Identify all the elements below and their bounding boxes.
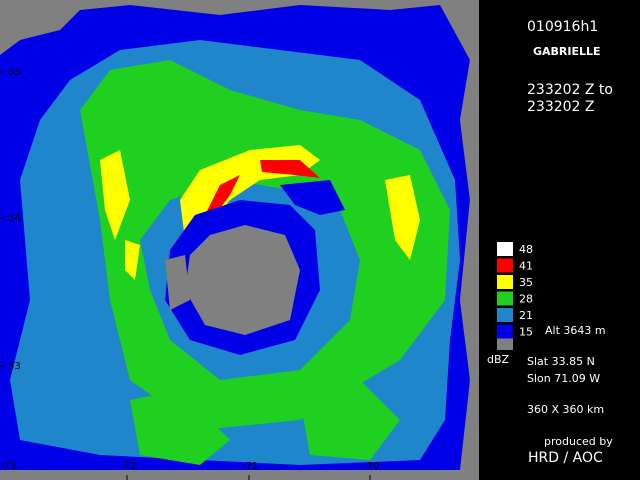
legend-swatch [497, 324, 513, 339]
lat-label: 34 [8, 213, 21, 224]
extent: 360 X 360 km [527, 403, 604, 416]
altitude: Alt 3643 m [545, 324, 606, 337]
time-from: 233202 Z to [527, 82, 613, 98]
flight-code: 010916h1 [527, 19, 598, 35]
legend-label: 41 [519, 260, 533, 273]
legend-label: 35 [519, 276, 533, 289]
lon-label: -72 [120, 461, 136, 472]
storm-name: GABRIELLE [533, 45, 601, 58]
lon-label: -73 [0, 461, 16, 472]
legend-swatch [497, 308, 513, 322]
legend-swatch [497, 291, 513, 306]
radar-map [0, 0, 479, 480]
storm-lat: Slat 33.85 N [527, 355, 595, 368]
credit: HRD / AOC [528, 450, 603, 466]
storm-lon: Slon 71.09 W [527, 372, 600, 385]
no-data-swatch [497, 336, 513, 350]
credit: produced by [544, 435, 613, 448]
lat-label: 33 [8, 361, 21, 372]
lon-label: -70 [363, 461, 379, 472]
lon-label: -71 [242, 461, 258, 472]
legend-swatch [497, 275, 513, 289]
legend-label: 15 [519, 326, 533, 339]
legend-unit: dBZ [487, 353, 510, 366]
legend-label: 48 [519, 243, 533, 256]
info-panel: 010916h1 GABRIELLE 233202 Z to 233202 Z … [487, 19, 613, 466]
legend-label: 21 [519, 309, 533, 322]
legend-label: 28 [519, 293, 533, 306]
legend-swatch [497, 258, 513, 273]
legend-swatch [497, 242, 513, 256]
time-to: 233202 Z [527, 99, 594, 115]
lat-label: 35 [8, 67, 21, 78]
